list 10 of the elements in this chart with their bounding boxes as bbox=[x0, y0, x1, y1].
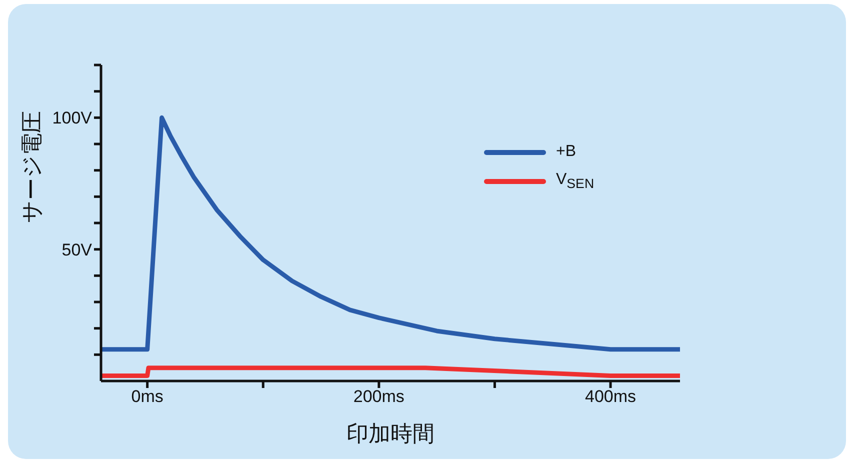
legend-label: V$_{SEN}$ bbox=[556, 171, 594, 192]
line-series bbox=[101, 115, 680, 352]
legend-label: +B bbox=[556, 143, 576, 161]
y-tick-label: 100V bbox=[52, 108, 93, 128]
y-tick-label: 50V bbox=[62, 240, 93, 260]
x-tick-label: 400ms bbox=[585, 387, 636, 406]
x-tick-label: 0ms bbox=[131, 387, 164, 406]
x-axis-title: 印加時間 bbox=[346, 421, 434, 446]
y-axis-title: サージ電圧 bbox=[18, 111, 44, 223]
x-tick-label: 200ms bbox=[353, 387, 404, 406]
